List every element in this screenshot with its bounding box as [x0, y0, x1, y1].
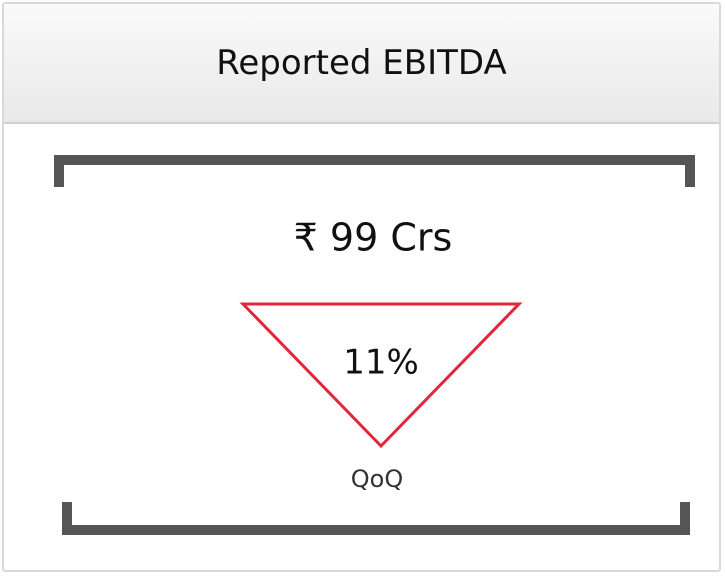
down-triangle: [239, 302, 523, 449]
card-header: Reported EBITDA: [4, 4, 719, 124]
kpi-period: QoQ: [351, 465, 403, 493]
card-title: Reported EBITDA: [216, 43, 507, 83]
kpi-value: ₹ 99 Crs: [294, 216, 453, 260]
bottom-bracket: [62, 502, 690, 535]
kpi-change: 11%: [343, 343, 419, 383]
top-bracket: [54, 155, 695, 187]
